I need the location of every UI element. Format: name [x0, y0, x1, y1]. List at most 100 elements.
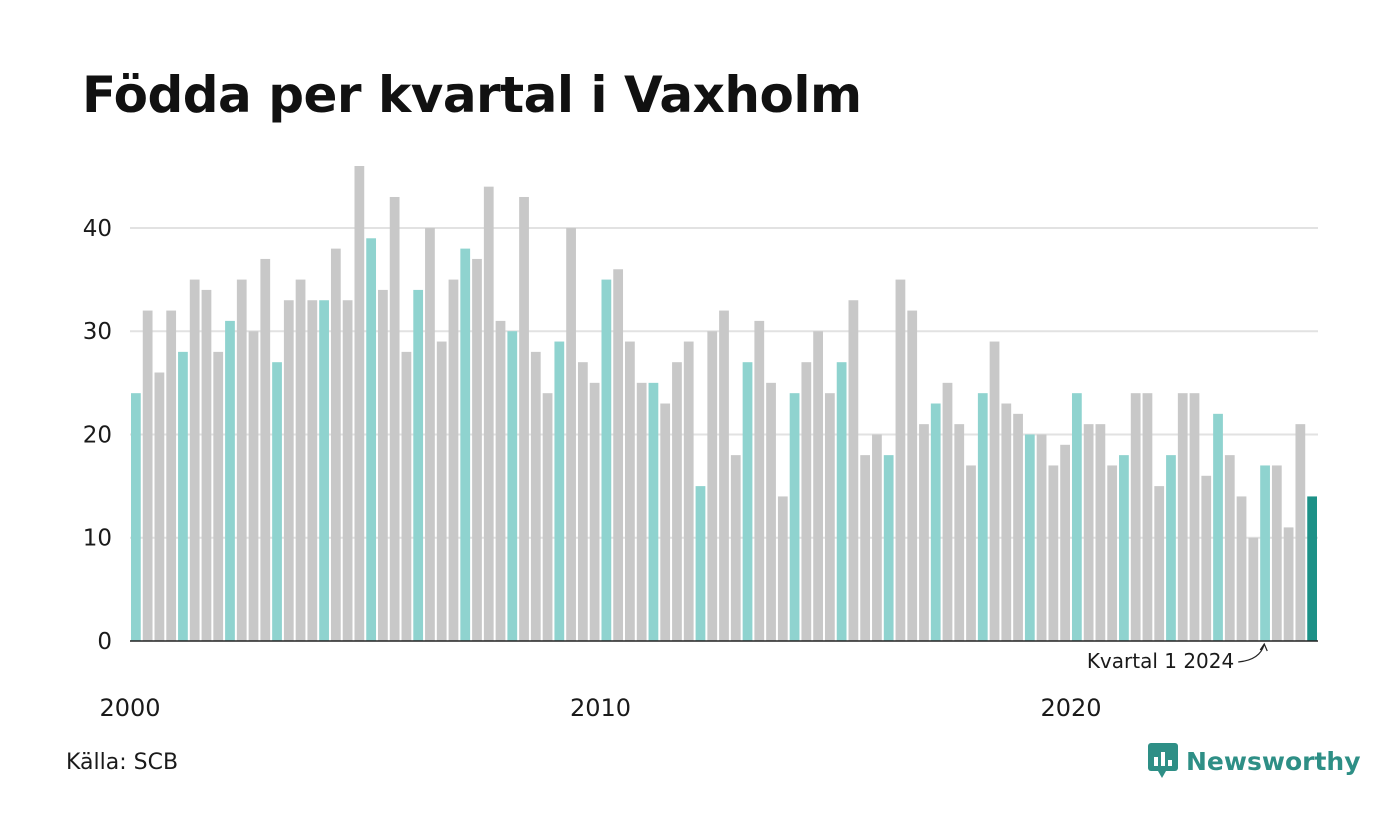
- bar: [542, 393, 553, 641]
- bar: [1154, 486, 1165, 641]
- bar: [589, 382, 600, 641]
- bar: [695, 486, 706, 641]
- bar: [436, 341, 447, 641]
- x-tick-label: 2020: [1040, 694, 1101, 722]
- bar: [236, 279, 247, 641]
- bar: [1013, 413, 1023, 641]
- bar: [1283, 527, 1294, 641]
- bar: [672, 362, 682, 641]
- bar: [883, 455, 894, 641]
- bar: [472, 258, 482, 641]
- bar: [872, 434, 882, 641]
- bar: [648, 382, 659, 641]
- bar: [942, 382, 953, 641]
- bar: [295, 279, 306, 641]
- bar: [777, 496, 788, 641]
- bar: [519, 196, 529, 641]
- bar: [1119, 455, 1129, 641]
- bar: [213, 351, 224, 641]
- bar: [189, 279, 200, 641]
- y-tick-label: 0: [97, 629, 112, 655]
- bar: [719, 310, 729, 641]
- bar: [966, 465, 976, 641]
- bar: [154, 372, 165, 641]
- bar: [389, 196, 400, 641]
- y-tick-label: 40: [83, 216, 112, 242]
- bar: [766, 382, 776, 641]
- bar: [1024, 434, 1035, 641]
- bar: [378, 289, 388, 641]
- bar: [1166, 455, 1176, 641]
- bar: [495, 320, 506, 641]
- bar: [1271, 465, 1282, 641]
- bar: [860, 455, 871, 641]
- bar: [989, 341, 1000, 641]
- bar: [283, 300, 294, 641]
- bar: [201, 289, 212, 641]
- bar: [1260, 465, 1270, 641]
- bar: [577, 362, 588, 641]
- bars: [131, 166, 1317, 642]
- x-tick-label: 2000: [99, 694, 160, 722]
- y-tick-label: 20: [83, 422, 112, 448]
- bar: [660, 403, 671, 641]
- x-tick-label: 2010: [570, 694, 631, 722]
- bar: [354, 166, 365, 641]
- bar: [895, 279, 906, 641]
- bar: [507, 331, 518, 641]
- bar: [401, 351, 412, 641]
- annotation: Kvartal 1 2024: [1087, 642, 1268, 673]
- brand-name: Newsworthy: [1186, 746, 1361, 776]
- bar: [919, 424, 929, 641]
- bar: [907, 310, 918, 641]
- bar: [1107, 465, 1118, 641]
- bar: [1071, 393, 1082, 641]
- bar: [813, 331, 823, 641]
- bar: [1177, 393, 1188, 641]
- y-axis-ticks: 0 10 20 30 40: [83, 216, 112, 655]
- bar: [225, 320, 235, 641]
- bar: [425, 227, 435, 641]
- annotation-arrow: [1238, 642, 1268, 663]
- bar: [954, 424, 965, 641]
- bar: [836, 362, 847, 641]
- bar: [131, 393, 141, 641]
- bar: [801, 362, 812, 641]
- bar: [930, 403, 941, 641]
- bar: [625, 341, 635, 641]
- bar: [683, 341, 694, 641]
- bar: [730, 455, 741, 641]
- bar: [613, 269, 624, 641]
- bar: [1001, 403, 1012, 641]
- bar: [554, 341, 565, 641]
- bar: [319, 300, 329, 641]
- bar: [1142, 393, 1153, 641]
- bar: [1189, 393, 1200, 641]
- bar: [636, 382, 647, 641]
- bar: [977, 393, 988, 641]
- bar: [1095, 424, 1106, 641]
- bar: [1060, 444, 1070, 641]
- bar: [1295, 424, 1306, 641]
- bar: [824, 393, 835, 641]
- bar: [1130, 393, 1141, 641]
- bar: [483, 186, 494, 642]
- bar: [566, 227, 576, 641]
- bar: [448, 279, 459, 641]
- bar: [707, 331, 718, 641]
- bar: [178, 351, 188, 641]
- brand-logo[interactable]: Newsworthy: [1148, 743, 1361, 779]
- bar: [248, 331, 259, 641]
- bar: [142, 310, 153, 641]
- bar: [1307, 496, 1317, 641]
- bar: [1048, 465, 1059, 641]
- newsworthy-logo-icon: [1148, 743, 1178, 778]
- bar: [1248, 537, 1259, 641]
- y-tick-label: 10: [83, 526, 112, 552]
- bar: [330, 248, 341, 641]
- y-tick-label: 30: [83, 319, 112, 345]
- bar: [601, 279, 612, 641]
- bar: [1224, 455, 1235, 641]
- bar: [754, 320, 765, 641]
- x-axis-ticks: 2000 2010 2020: [99, 694, 1101, 722]
